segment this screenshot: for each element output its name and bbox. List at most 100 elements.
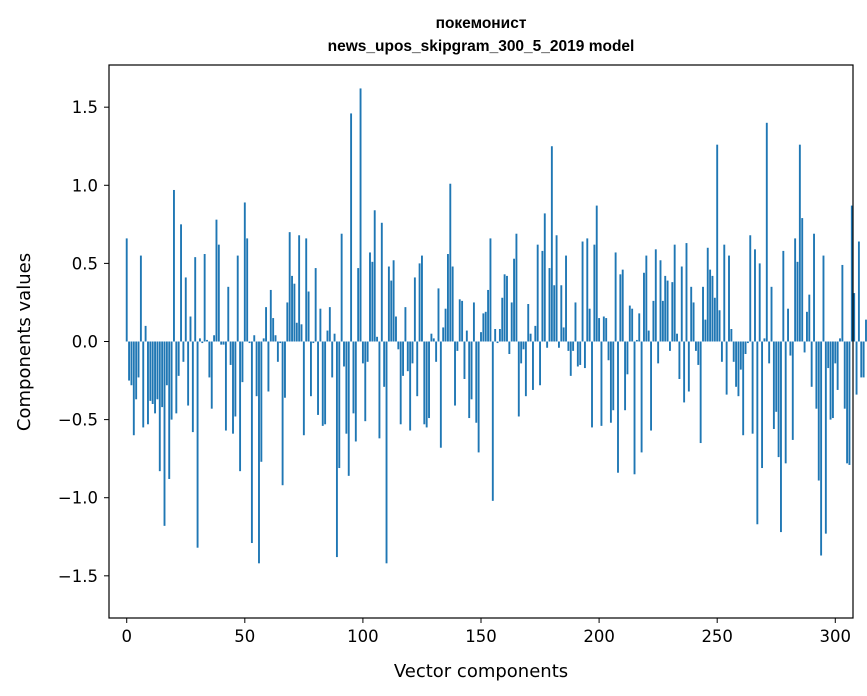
bar-24	[182, 341, 185, 362]
bar-74	[300, 324, 303, 342]
bar-150	[480, 332, 482, 342]
bar-82	[319, 308, 322, 342]
bar-287	[803, 341, 806, 353]
bar-226	[659, 260, 662, 342]
bar-65	[279, 341, 282, 344]
bar-278	[782, 250, 785, 342]
bar-180	[550, 146, 553, 342]
bar-5	[137, 341, 140, 378]
bar-15	[161, 341, 164, 408]
bar-152	[484, 311, 487, 342]
bar-153	[487, 289, 490, 342]
bar-212	[626, 341, 629, 375]
bar-239	[690, 286, 693, 342]
bar-159	[501, 297, 504, 342]
bar-248	[711, 275, 714, 342]
bar-96	[352, 341, 355, 414]
bar-179	[548, 268, 551, 342]
bar-263	[746, 341, 749, 344]
bar-265	[751, 341, 754, 434]
y-tick-label: 0.0	[72, 333, 98, 352]
bar-305	[846, 341, 849, 464]
bar-136	[446, 254, 449, 342]
bar-267	[756, 341, 759, 525]
bar-257	[732, 341, 735, 362]
bar-10	[149, 341, 152, 401]
x-tick-label: 300	[820, 627, 852, 646]
bar-228	[664, 275, 667, 342]
bar-57	[260, 341, 263, 462]
bar-14	[158, 341, 161, 472]
bar-207	[614, 252, 617, 342]
bar-77	[307, 291, 310, 342]
bar-19	[170, 341, 173, 420]
bar-103	[369, 252, 371, 342]
bar-264	[749, 235, 752, 342]
bar-298	[829, 341, 832, 420]
bar-173	[534, 325, 537, 342]
bar-42	[224, 341, 227, 431]
bar-8	[144, 325, 147, 342]
bar-series	[125, 88, 867, 564]
bar-54	[253, 335, 256, 342]
bar-120	[409, 341, 412, 431]
bar-39	[217, 244, 220, 342]
bar-76	[305, 238, 308, 342]
bar-124	[418, 263, 421, 342]
y-tick-label: −1.0	[58, 489, 98, 508]
bar-210	[621, 269, 624, 342]
bar-306	[848, 341, 851, 465]
bar-237	[685, 243, 688, 342]
bar-84	[324, 341, 327, 425]
bar-117	[402, 341, 404, 376]
bar-167	[520, 341, 523, 364]
bar-157	[496, 341, 499, 344]
x-tick-label: 0	[121, 627, 132, 646]
bar-137	[449, 183, 452, 342]
bar-268	[758, 263, 761, 342]
bar-155	[491, 341, 494, 501]
bar-229	[666, 280, 669, 342]
bar-112	[390, 280, 393, 342]
bar-58	[262, 338, 265, 342]
bar-163	[510, 302, 513, 342]
bar-38	[215, 219, 218, 342]
bar-312	[862, 341, 865, 378]
bar-51	[246, 238, 249, 342]
bar-86	[328, 307, 331, 342]
bar-227	[661, 300, 664, 342]
bar-188	[569, 341, 572, 376]
bar-221	[647, 330, 650, 342]
bar-63	[274, 335, 277, 342]
bar-307	[850, 205, 853, 342]
bar-284	[796, 261, 799, 342]
bar-187	[567, 341, 570, 351]
bar-47	[236, 255, 239, 342]
bar-249	[713, 297, 716, 342]
bar-256	[730, 329, 733, 342]
bar-279	[784, 341, 787, 464]
bar-296	[824, 341, 827, 534]
bar-274	[772, 341, 775, 429]
bar-12	[154, 341, 156, 414]
bar-216	[635, 339, 638, 342]
bar-100	[361, 341, 364, 364]
bar-127	[425, 341, 428, 428]
bar-88	[333, 333, 336, 342]
bar-308	[853, 293, 856, 342]
bar-243	[699, 341, 702, 444]
bar-22	[177, 341, 180, 376]
bar-219	[643, 272, 645, 342]
bar-233	[676, 333, 678, 342]
bar-126	[423, 341, 426, 425]
bar-45	[232, 341, 234, 434]
bar-235	[680, 266, 683, 342]
bar-140	[456, 341, 459, 351]
bar-25	[184, 277, 187, 342]
bar-13	[156, 341, 159, 400]
bar-295	[822, 255, 825, 342]
bar-199	[595, 205, 598, 342]
bar-311	[860, 341, 863, 378]
bar-164	[513, 258, 516, 342]
